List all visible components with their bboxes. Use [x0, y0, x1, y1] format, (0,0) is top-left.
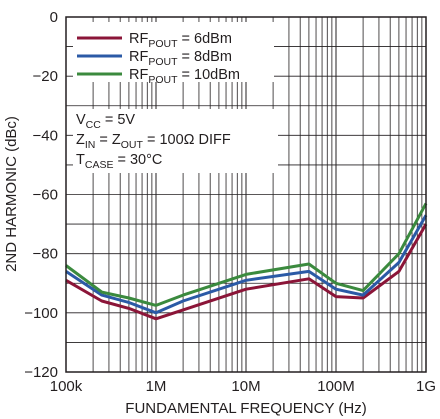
condition-annotations: VCC = 5V ZIN = ZOUT = 100Ω DIFF TCASE = … — [76, 112, 231, 171]
y-tick-label: −40 — [33, 127, 58, 144]
annotation-vcc: VCC = 5V — [76, 112, 135, 131]
legend-label-6dbm: RFPOUT = 6dBm — [129, 31, 232, 50]
legend: RFPOUT = 6dBm RFPOUT = 8dBm RFPOUT = 10d… — [77, 31, 240, 86]
legend-entry-8dbm: RFPOUT = 8dBm — [77, 49, 232, 68]
x-tick-label: 1G — [416, 378, 436, 395]
legend-entry-10dbm: RFPOUT = 10dBm — [77, 67, 240, 86]
y-tick-label: −120 — [24, 364, 58, 381]
x-tick-label: 100k — [50, 378, 83, 395]
series-lines — [65, 202, 428, 321]
y-tick-label: −80 — [33, 246, 58, 263]
y-axis-ticks: 0 −20 −40 −60 −80 −100 −120 — [24, 9, 58, 381]
annotation-impedance: ZIN = ZOUT = 100Ω DIFF — [76, 132, 231, 151]
x-tick-label: 10M — [231, 378, 260, 395]
x-tick-label: 100M — [317, 378, 355, 395]
y-tick-label: −60 — [33, 187, 58, 204]
y-axis-label: 2ND HARMONIC (dBc) — [3, 116, 20, 272]
series-line-2 — [65, 202, 428, 307]
y-tick-label: −100 — [24, 305, 58, 322]
legend-entry-6dbm: RFPOUT = 6dBm — [77, 31, 232, 50]
legend-label-10dbm: RFPOUT = 10dBm — [129, 67, 240, 86]
plot-frame — [65, 16, 427, 373]
x-axis-ticks: 100k 1M 10M 100M 1G — [50, 378, 436, 395]
x-axis-label: FUNDAMENTAL FREQUENCY (Hz) — [125, 400, 366, 417]
series-line-1 — [65, 214, 428, 315]
legend-background — [73, 22, 274, 82]
annotation-background — [73, 109, 278, 173]
y-tick-label: −20 — [33, 68, 58, 85]
legend-label-8dbm: RFPOUT = 8dBm — [129, 49, 232, 68]
x-tick-label: 1M — [146, 378, 167, 395]
annotation-tcase: TCASE = 30°C — [76, 152, 162, 171]
series-line-0 — [65, 223, 428, 321]
y-tick-label: 0 — [50, 9, 58, 26]
